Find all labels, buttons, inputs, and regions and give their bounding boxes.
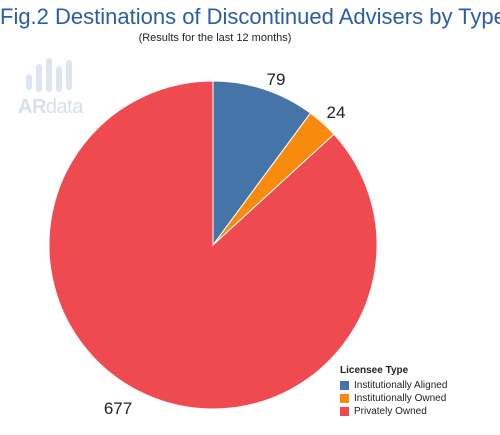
legend-item-privately-owned: Privately Owned [340,405,490,418]
logo-text: ARdata [18,96,83,118]
legend: Licensee Type Institutionally Aligned Ins… [340,365,490,418]
chart-subtitle: (Results for the last 12 months) [138,32,292,44]
legend-label: Privately Owned [354,406,427,417]
data-label-privately-owned: 677 [104,399,132,418]
data-label-institutionally-owned: 24 [327,103,346,122]
legend-title: Licensee Type [340,365,409,376]
ardata-logo: ARdata [14,50,88,130]
pie-slice-privately-owned [48,80,378,410]
legend-item-institutionally-owned: Institutionally Owned [340,392,490,405]
legend-swatch [340,381,349,390]
legend-label: Institutionally Owned [354,393,447,404]
legend-swatch [340,407,349,416]
legend-item-institutionally-aligned: Institutionally Aligned [340,379,490,392]
pie-slice-institutionally-aligned [212,80,312,247]
legend-label: Institutionally Aligned [354,380,448,391]
legend-swatch [340,394,349,403]
data-label-institutionally-aligned: 79 [267,70,286,89]
bar-signal-icon [26,58,72,92]
chart-title: Fig.2 Destinations of Discontinued Advis… [0,4,500,29]
